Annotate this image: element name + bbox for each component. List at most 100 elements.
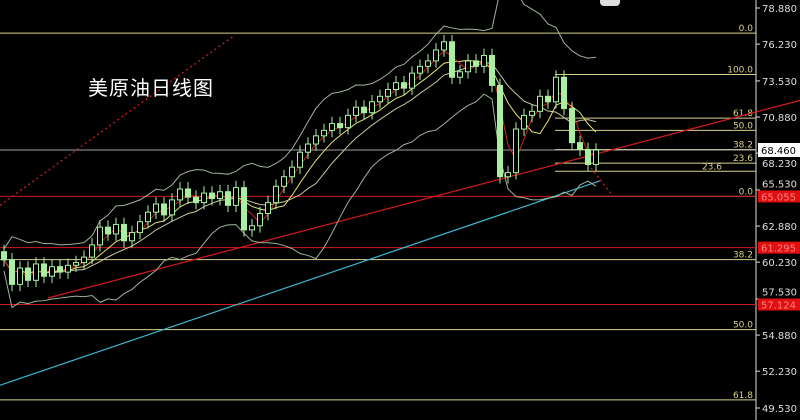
dotted-trend-line [0, 34, 236, 206]
candle-body [257, 213, 263, 227]
candle-body [489, 54, 495, 86]
candle-body [17, 267, 23, 285]
candle-body [121, 223, 127, 242]
y-tick-label: 76.230 [762, 40, 797, 51]
candle-body [217, 191, 223, 200]
candle-body [361, 106, 367, 114]
fib-level-label: 38.2 [733, 251, 753, 261]
candle-body [465, 60, 471, 73]
fib-recent-label: 38.2 [733, 140, 753, 150]
fib-recent-label: 100.0 [727, 66, 753, 76]
candle-body [441, 41, 447, 51]
candle-body [457, 71, 463, 78]
y-tick-label: 78.880 [762, 4, 797, 15]
candle-body [529, 110, 535, 116]
candle-body [57, 266, 63, 273]
candle-body [425, 60, 431, 67]
candle-body [513, 128, 519, 174]
current-price-tag [758, 143, 800, 158]
candle-body [393, 82, 399, 90]
candle-body [49, 266, 55, 277]
fib-recent-label: 50.0 [733, 121, 753, 131]
support-price-tag [758, 298, 800, 311]
support-price-label: 57.124 [761, 301, 796, 312]
fib-recent-label: 23.6 [733, 154, 753, 164]
y-tick-label: 73.530 [762, 77, 797, 88]
candle-body [305, 143, 311, 153]
y-tick-label: 65.530 [762, 179, 797, 190]
candle-body [193, 196, 199, 204]
candle-body [433, 49, 439, 62]
y-tick-label: 60.230 [762, 258, 797, 269]
candle-body [185, 188, 191, 198]
candle-body [401, 82, 407, 89]
candle-body [593, 149, 599, 165]
candle-body [321, 129, 327, 137]
bollinger-upper [3, 0, 597, 250]
uptrend-line [47, 99, 800, 299]
fib-recent-label: 23.6 [702, 162, 722, 172]
candle-body [569, 108, 575, 144]
candle-body [345, 114, 351, 129]
candle-body [241, 187, 247, 231]
candle-body [281, 176, 287, 187]
candle-body [409, 72, 415, 89]
candle-body [113, 223, 119, 235]
candle-body [209, 192, 215, 200]
candle-body [585, 148, 591, 165]
candle-body [33, 263, 39, 281]
candle-body [81, 256, 87, 264]
y-tick-label: 49.530 [762, 404, 797, 415]
window-tab[interactable] [600, 0, 620, 6]
candle-body [137, 221, 143, 234]
support-price-label: 65.055 [761, 192, 796, 203]
candle-body [9, 259, 15, 285]
candle-body [313, 135, 319, 145]
candle-body [169, 199, 175, 216]
candle-body [297, 151, 303, 168]
ma-yellow [3, 59, 597, 274]
fib-level-label: 50.0 [733, 321, 753, 331]
bollinger-lower [3, 93, 597, 309]
candle-body [89, 244, 95, 258]
candle-body [1, 251, 7, 261]
candle-body [233, 187, 239, 206]
candle-body [417, 65, 423, 74]
candle-body [25, 267, 31, 281]
candle-body [505, 172, 511, 178]
current-price-label: 68.460 [761, 146, 796, 157]
candle-body [369, 101, 375, 114]
long-moving-average [0, 180, 601, 386]
candle-body [353, 106, 359, 116]
y-tick-label: 62.880 [762, 222, 797, 233]
candle-body [337, 123, 343, 129]
candle-body [265, 202, 271, 215]
candle-body [289, 166, 295, 178]
candle-body [129, 232, 135, 242]
candle-body [161, 203, 167, 216]
candle-body [153, 203, 159, 213]
fib-recent-label: 0.0 [739, 187, 754, 197]
candle-body [449, 41, 455, 78]
candle-body [385, 88, 391, 97]
candle-body [553, 76, 559, 103]
candle-body [73, 262, 79, 266]
candle-body [537, 95, 543, 112]
y-tick-label: 68.230 [762, 159, 797, 170]
candle-body [65, 264, 71, 273]
candle-body [497, 84, 503, 178]
candle-body [225, 191, 231, 206]
candle-body [329, 123, 335, 131]
candle-body [145, 211, 151, 223]
y-tick-label: 57.530 [762, 288, 797, 299]
candle-body [377, 95, 383, 103]
chart-title: 美原油日线图 [88, 76, 214, 100]
candle-body [97, 226, 103, 246]
y-tick-label: 70.880 [762, 113, 797, 124]
candle-body [105, 226, 111, 235]
candle-body [273, 185, 279, 204]
candle-body [577, 142, 583, 150]
support-price-tag [758, 190, 800, 203]
